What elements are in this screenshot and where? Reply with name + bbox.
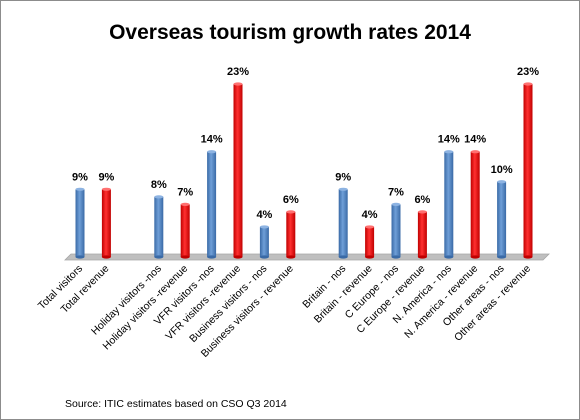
- bar-holiday-visitors-revenue: [180, 202, 190, 259]
- bar-body-c-europe-revenue: [417, 211, 427, 257]
- bar-body-vfr-visitors-nos: [207, 151, 217, 257]
- bar-cap-total-visitors: [75, 187, 85, 191]
- bar-cap-britain-nos: [338, 187, 348, 191]
- value-label-other-areas-revenue: 23%: [517, 66, 539, 78]
- bar-cap-holiday-visitors-revenue: [180, 202, 190, 206]
- chart-title: Overseas tourism growth rates 2014: [109, 21, 471, 44]
- bar-other-areas-nos: [497, 180, 507, 259]
- bar-body-c-europe-nos: [391, 204, 401, 257]
- bar-base-holiday-visitors-revenue: [180, 255, 190, 259]
- bar-vfr-visitors-nos: [207, 150, 217, 259]
- bar-body-total-revenue: [101, 189, 111, 257]
- bar-body-business-visitors-nos: [259, 226, 269, 257]
- source-note: Source: ITIC estimates based on CSO Q3 2…: [65, 398, 287, 410]
- bar-n-america-nos: [444, 150, 454, 259]
- bar-cap-business-visitors-revenue: [286, 210, 296, 214]
- bar-britain-revenue: [365, 225, 375, 259]
- bar-holiday-visitors-nos: [154, 195, 164, 259]
- value-label-c-europe-revenue: 6%: [414, 194, 430, 206]
- bar-body-other-areas-nos: [497, 181, 507, 257]
- bar-cap-other-areas-nos: [497, 180, 507, 184]
- value-label-c-europe-nos: 7%: [388, 186, 404, 198]
- bar-body-britain-revenue: [365, 226, 375, 257]
- bar-cap-c-europe-revenue: [417, 210, 427, 214]
- bar-cap-holiday-visitors-nos: [154, 195, 164, 199]
- bar-body-n-america-nos: [444, 151, 454, 257]
- bar-cap-britain-revenue: [365, 225, 375, 229]
- bar-base-britain-revenue: [365, 255, 375, 259]
- bar-cap-business-visitors-nos: [259, 225, 269, 229]
- value-label-other-areas-nos: 10%: [491, 164, 513, 176]
- bar-cap-n-america-revenue: [470, 150, 480, 154]
- bar-c-europe-revenue: [417, 210, 427, 259]
- bar-body-holiday-visitors-nos: [154, 196, 164, 257]
- bar-base-holiday-visitors-nos: [154, 255, 164, 259]
- bar-body-vfr-visitors-revenue: [233, 84, 243, 257]
- value-label-vfr-visitors-revenue: 23%: [227, 66, 249, 78]
- value-label-total-revenue: 9%: [98, 171, 114, 183]
- value-label-n-america-revenue: 14%: [464, 134, 486, 146]
- bar-body-britain-nos: [338, 189, 348, 257]
- bar-base-other-areas-nos: [497, 255, 507, 259]
- bar-business-visitors-revenue: [286, 210, 296, 259]
- value-label-business-visitors-nos: 4%: [256, 209, 272, 221]
- bar-base-business-visitors-nos: [259, 255, 269, 259]
- bar-base-c-europe-nos: [391, 255, 401, 259]
- bar-base-vfr-visitors-nos: [207, 255, 217, 259]
- bar-cap-total-revenue: [101, 187, 111, 191]
- bar-base-n-america-revenue: [470, 255, 480, 259]
- bar-base-other-areas-revenue: [523, 255, 533, 259]
- bar-base-business-visitors-revenue: [286, 255, 296, 259]
- bar-base-vfr-visitors-revenue: [233, 255, 243, 259]
- bar-britain-nos: [338, 187, 348, 259]
- value-label-business-visitors-revenue: 6%: [283, 194, 299, 206]
- bar-base-britain-nos: [338, 255, 348, 259]
- bar-cap-vfr-visitors-revenue: [233, 82, 243, 86]
- value-label-holiday-visitors-nos: 8%: [151, 179, 167, 191]
- bar-n-america-revenue: [470, 150, 480, 259]
- bar-other-areas-revenue: [523, 82, 533, 259]
- value-label-britain-revenue: 4%: [362, 209, 378, 221]
- bar-cap-n-america-nos: [444, 150, 454, 154]
- bar-cap-c-europe-nos: [391, 202, 401, 206]
- bar-c-europe-nos: [391, 202, 401, 259]
- value-label-britain-nos: 9%: [335, 171, 351, 183]
- bar-base-total-revenue: [101, 255, 111, 259]
- bar-base-c-europe-revenue: [417, 255, 427, 259]
- value-label-holiday-visitors-revenue: 7%: [177, 186, 193, 198]
- bar-cap-vfr-visitors-nos: [207, 150, 217, 154]
- value-label-total-visitors: 9%: [72, 171, 88, 183]
- bar-body-holiday-visitors-revenue: [180, 204, 190, 257]
- bar-total-revenue: [101, 187, 111, 259]
- bar-body-n-america-revenue: [470, 151, 480, 257]
- bar-business-visitors-nos: [259, 225, 269, 259]
- value-label-vfr-visitors-nos: 14%: [201, 134, 223, 146]
- bar-base-n-america-nos: [444, 255, 454, 259]
- bars-layer: [75, 82, 533, 259]
- bar-cap-other-areas-revenue: [523, 82, 533, 86]
- bar-base-total-visitors: [75, 255, 85, 259]
- bar-vfr-visitors-revenue: [233, 82, 243, 259]
- value-labels-layer: 9% 9% 8% 7% 14% 23% 4% 6% 9% 4% 7% 6% 14% 14% 10% 23%: [72, 66, 539, 221]
- bar-body-business-visitors-revenue: [286, 211, 296, 257]
- bar-body-other-areas-revenue: [523, 84, 533, 257]
- bar-body-total-visitors: [75, 189, 85, 257]
- bar-total-visitors: [75, 187, 85, 259]
- value-label-n-america-nos: 14%: [438, 134, 460, 146]
